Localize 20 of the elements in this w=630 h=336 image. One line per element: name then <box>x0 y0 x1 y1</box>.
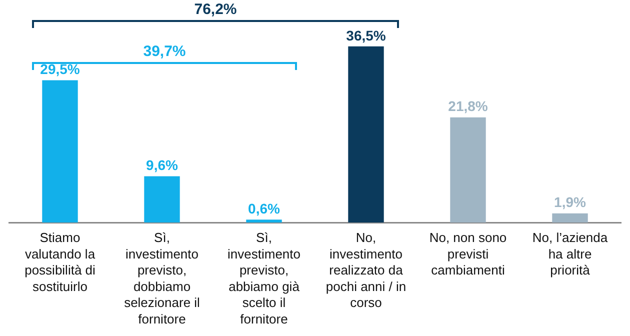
bar <box>42 80 78 222</box>
data-label: 29,5% <box>40 61 80 78</box>
data-label: 36,5% <box>346 27 386 44</box>
x-tick-label: Sì, investimento previsto, abbiamo già scelto il fornitore <box>228 230 300 326</box>
x-tick-label: Stiamo valutando la possibilità di sostituirlo <box>24 230 96 294</box>
x-tick-label: No, non sono previsti cambiamenti <box>429 230 507 278</box>
x-tick-label: Sì, investimento previsto, dobbiamo selezionare il fornitore <box>124 230 200 326</box>
data-label: 1,9% <box>554 194 586 210</box>
bar <box>144 176 180 222</box>
bar <box>450 117 486 222</box>
x-tick-label: No, l’azienda ha altre priorità <box>532 230 608 278</box>
bar <box>552 213 588 222</box>
data-label: 9,6% <box>146 157 178 174</box>
bar <box>348 46 384 222</box>
data-label: 0,6% <box>248 200 280 216</box>
x-tick-label: No, investimento realizzato da pochi anni / in corso <box>326 230 406 310</box>
data-label: 21,8% <box>448 98 488 114</box>
bar <box>246 220 282 222</box>
annotation: 39,7% <box>143 43 186 60</box>
text: 76,2% <box>194 1 237 18</box>
